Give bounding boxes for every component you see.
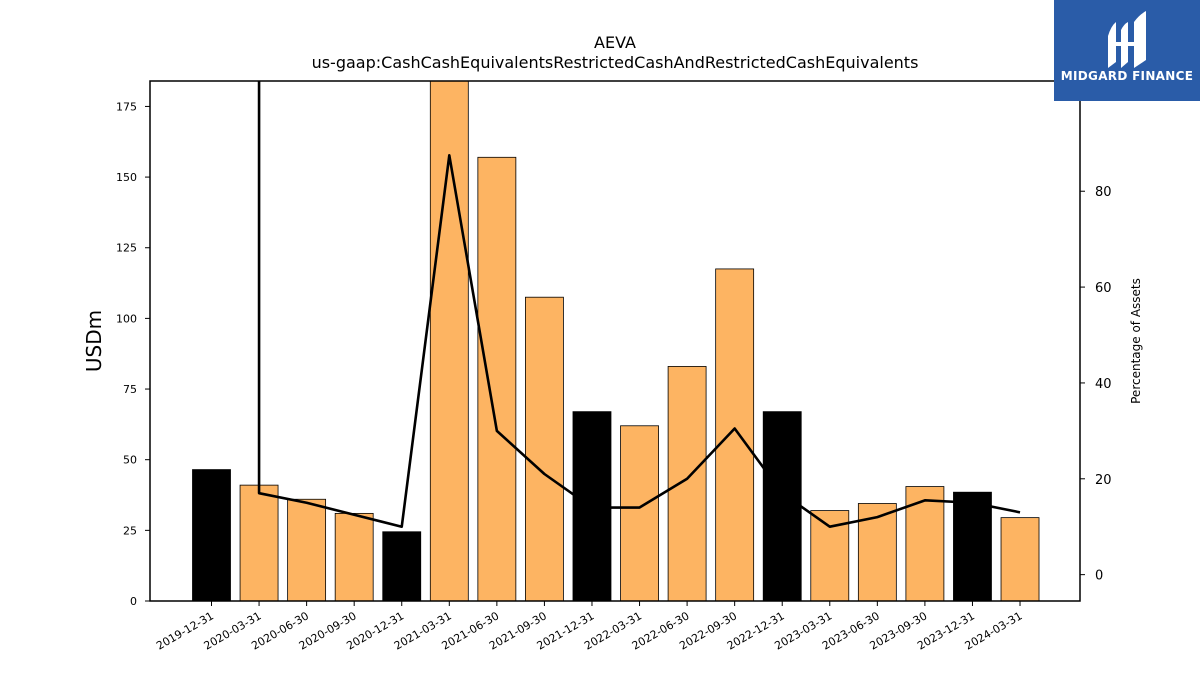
y2-tick-label: 20 (1095, 473, 1112, 488)
bar-2023-12-31 (953, 491, 992, 601)
y2-tick-label: 80 (1095, 185, 1112, 200)
midgard-finance-logo: MIDGARD FINANCE (1054, 0, 1200, 101)
bar-2022-12-31 (762, 411, 802, 601)
bar-2020-06-30 (287, 498, 327, 601)
bar-2022-09-30 (715, 268, 755, 601)
y-axis-label: USDm (82, 310, 106, 372)
line-series (257, 81, 1021, 529)
y2-tick-label: 60 (1095, 281, 1112, 296)
chart-title: AEVA (594, 33, 636, 52)
y-tick-label: 75 (123, 383, 137, 396)
percentage-line (257, 81, 1021, 529)
y-tick-label: 50 (123, 454, 137, 467)
plot-frame (149, 80, 1081, 602)
y-tick-label: 150 (116, 171, 137, 184)
y-tick-label: 25 (123, 524, 137, 537)
bar-2019-12-31 (192, 469, 231, 601)
logo-text: MIDGARD FINANCE (1061, 69, 1193, 83)
bar-2021-06-30 (477, 156, 517, 601)
bar-2022-03-31 (620, 425, 659, 601)
y-axis-left: 0 25 50 75 100 125 150 175 (116, 100, 150, 608)
bar-2020-03-31 (239, 484, 279, 601)
x-axis: 2019-12-312020-03-312020-06-302020-09-30… (154, 601, 1025, 653)
bar-2022-06-30 (667, 366, 707, 601)
logo-mark-icon (1108, 11, 1146, 68)
y2-axis-label: Percentage of Assets (1129, 278, 1143, 404)
y2-tick-label: 0 (1095, 569, 1103, 584)
y2-tick-label: 40 (1095, 377, 1112, 392)
chart-subtitle: us-gaap:CashCashEquivalentsRestrictedCas… (312, 53, 919, 72)
bar-series (192, 81, 1040, 601)
y-axis-right: 0 20 40 60 80 (1080, 185, 1112, 584)
bar-2020-09-30 (334, 512, 374, 601)
bar-2024-03-31 (1000, 517, 1040, 601)
y-tick-label: 175 (116, 100, 137, 113)
bar-2021-03-31 (429, 81, 469, 601)
bar-2020-12-31 (382, 531, 422, 601)
bar-2021-09-30 (525, 296, 564, 601)
y-tick-label: 100 (116, 312, 137, 325)
y-tick-label: 125 (116, 242, 137, 255)
y-tick-label: 0 (130, 595, 137, 608)
